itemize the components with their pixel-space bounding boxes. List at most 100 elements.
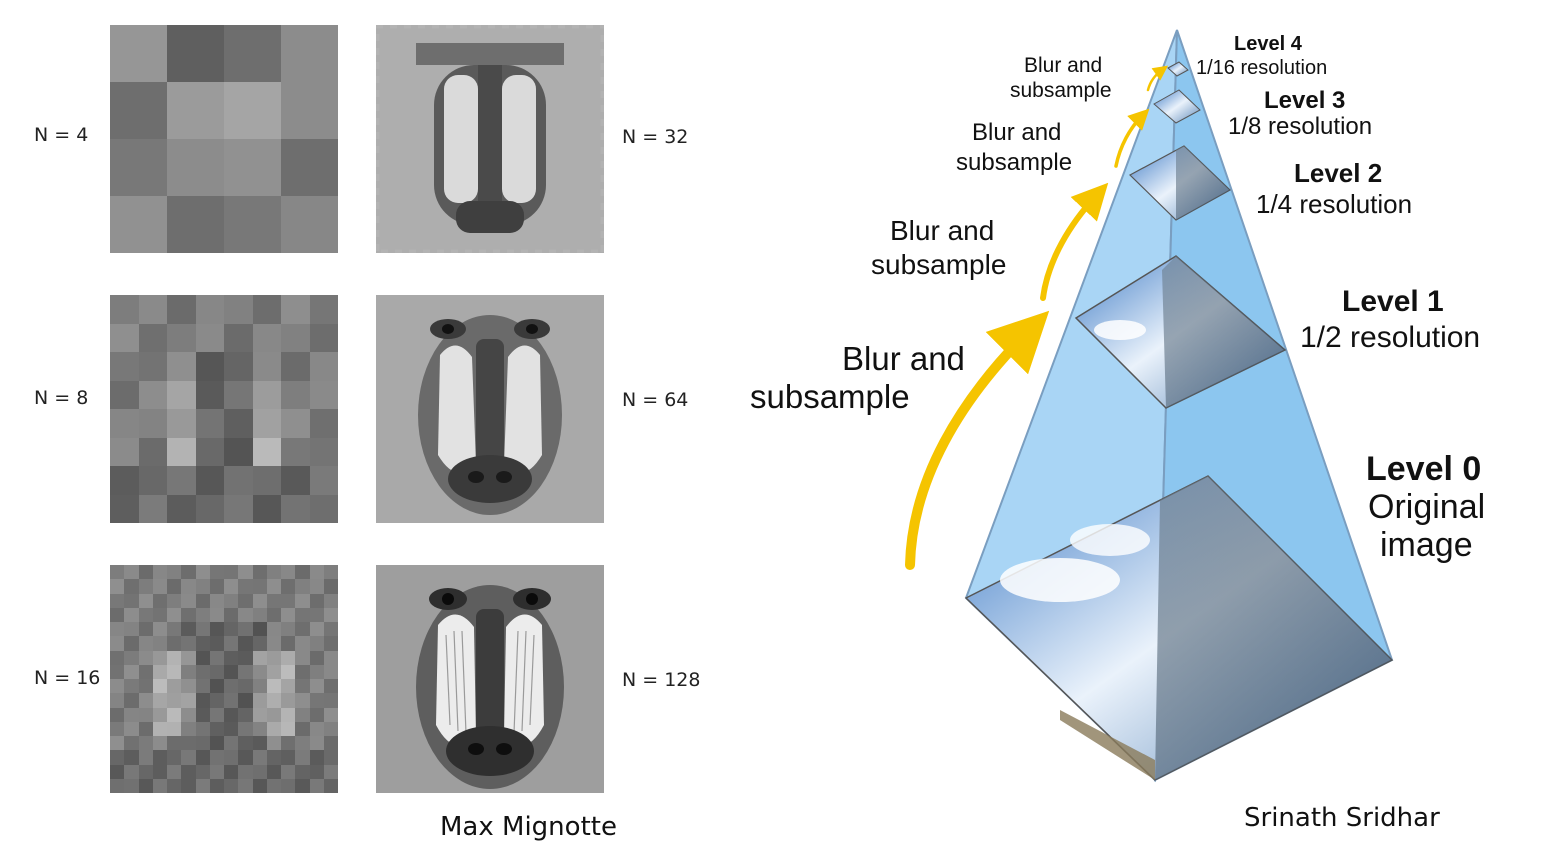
mosaic-cell <box>110 323 139 352</box>
mosaic-n8 <box>110 295 338 523</box>
mosaic-cell <box>167 409 196 438</box>
mosaic-cell <box>309 736 324 751</box>
mosaic-cell <box>138 664 153 679</box>
mosaic-cell <box>295 778 310 793</box>
mosaic-cell <box>167 466 196 495</box>
mosaic-cell <box>110 707 125 722</box>
mosaic-cell <box>124 679 139 694</box>
mosaic-cell <box>195 650 210 665</box>
mosaic-cell <box>209 622 224 637</box>
mosaic-cell <box>281 409 310 438</box>
mosaic-cell <box>266 607 281 622</box>
mosaic-cell <box>124 750 139 765</box>
mosaic-cell <box>195 679 210 694</box>
mosaic-cell <box>195 607 210 622</box>
mosaic-cell <box>195 622 210 637</box>
mosaic-cell <box>266 593 281 608</box>
mosaic-cell <box>110 750 125 765</box>
mosaic-cell <box>209 736 224 751</box>
mosaic-cell <box>209 650 224 665</box>
label-n8: N = 8 <box>34 387 89 409</box>
mosaic-cell <box>252 380 281 409</box>
mosaic-cell <box>167 750 182 765</box>
step-label-3-line2: subsample <box>956 149 1072 176</box>
mosaic-cell <box>124 593 139 608</box>
level1-image <box>1074 255 1287 409</box>
mosaic-cell <box>152 778 167 793</box>
mosaic-cell <box>281 579 296 594</box>
mosaic-cell <box>195 579 210 594</box>
mosaic-cell <box>152 750 167 765</box>
mosaic-cell <box>238 622 253 637</box>
credit-srinath-sridhar: Srinath Sridhar <box>1244 803 1440 833</box>
mosaic-cell <box>252 664 267 679</box>
mosaic-cell <box>266 693 281 708</box>
mosaic-cell <box>152 664 167 679</box>
mosaic-cell <box>323 565 338 580</box>
mosaic-cell <box>152 607 167 622</box>
mosaic-cell <box>138 679 153 694</box>
mosaic-cell <box>323 693 338 708</box>
level4-title: Level 4 <box>1234 33 1303 55</box>
mosaic-cell <box>195 693 210 708</box>
mosaic-cell <box>167 25 224 82</box>
arrow-level1-to-2 <box>1040 182 1109 301</box>
mosaic-cell <box>309 693 324 708</box>
mosaic-cell <box>323 593 338 608</box>
level3-image <box>1153 89 1201 124</box>
mosaic-cell <box>152 565 167 580</box>
mosaic-cell <box>266 636 281 651</box>
mosaic-cell <box>281 736 296 751</box>
label-n64: N = 64 <box>622 389 689 411</box>
mosaic-cell <box>152 579 167 594</box>
mosaic-cell <box>138 494 167 523</box>
mosaic-cell <box>167 764 182 779</box>
mosaic-cell <box>295 664 310 679</box>
level0-image <box>964 475 1394 781</box>
mosaic-cell <box>110 607 125 622</box>
mosaic-cell <box>252 679 267 694</box>
mandrill-n64 <box>376 295 604 523</box>
mosaic-cell <box>252 707 267 722</box>
mosaic-cell <box>181 607 196 622</box>
mosaic-cell <box>238 750 253 765</box>
mosaic-cell <box>266 736 281 751</box>
mosaic-cell <box>224 352 253 381</box>
mosaic-cell <box>152 622 167 637</box>
mosaic-cell <box>281 607 296 622</box>
mosaic-cell <box>195 636 210 651</box>
label-n128: N = 128 <box>622 669 701 691</box>
mosaic-cell <box>266 764 281 779</box>
mosaic-cell <box>181 579 196 594</box>
mosaic-cell <box>309 607 324 622</box>
mosaic-cell <box>238 565 253 580</box>
mosaic-cell <box>309 579 324 594</box>
mosaic-cell <box>138 437 167 466</box>
mosaic-cell <box>266 707 281 722</box>
level2-title: Level 2 <box>1294 158 1382 188</box>
mosaic-cell <box>238 778 253 793</box>
mosaic-cell <box>110 295 139 324</box>
mosaic-cell <box>110 778 125 793</box>
mosaic-cell <box>238 679 253 694</box>
mosaic-cell <box>281 565 296 580</box>
mosaic-cell <box>309 352 338 381</box>
mosaic-cell <box>181 565 196 580</box>
mosaic-cell <box>195 664 210 679</box>
mosaic-cell <box>124 622 139 637</box>
mosaic-cell <box>252 352 281 381</box>
mosaic-cell <box>224 409 253 438</box>
mosaic-cell <box>323 721 338 736</box>
mosaic-cell <box>181 650 196 665</box>
step-label-3-line1: Blur and <box>972 119 1061 146</box>
mosaic-cell <box>309 707 324 722</box>
mosaic-cell <box>138 778 153 793</box>
level3-title: Level 3 <box>1264 87 1345 114</box>
mosaic-cell <box>167 494 196 523</box>
mosaic-cell <box>209 636 224 651</box>
mosaic-cell <box>138 750 153 765</box>
mosaic-cell <box>152 736 167 751</box>
mosaic-cell <box>110 736 125 751</box>
mosaic-n4 <box>110 25 338 253</box>
mosaic-cell <box>195 466 224 495</box>
